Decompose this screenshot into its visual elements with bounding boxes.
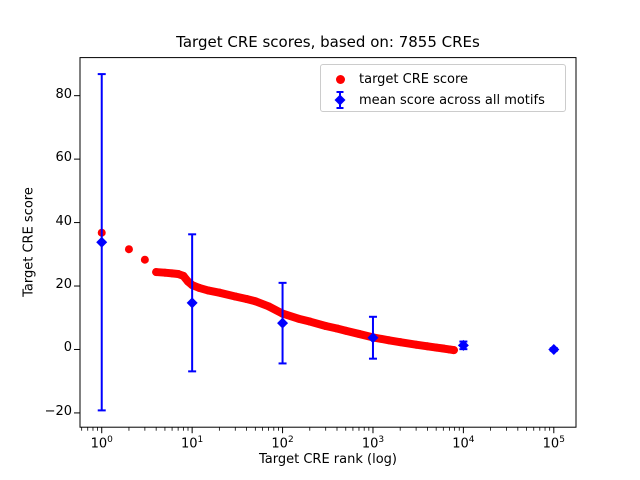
legend: target CRE score mean score across all m… bbox=[320, 64, 566, 112]
x-tick-label: 100 bbox=[90, 435, 113, 452]
target-score-point bbox=[294, 314, 303, 323]
target-score-point bbox=[412, 340, 421, 349]
legend-circle-marker bbox=[321, 74, 359, 84]
blue-diamond-errorbar-icon bbox=[334, 91, 346, 109]
target-score-point bbox=[140, 255, 149, 264]
x-tick-label: 105 bbox=[542, 435, 565, 452]
y-tick-label: 0 bbox=[63, 340, 72, 356]
x-axis-label: Target CRE rank (log) bbox=[259, 452, 397, 467]
target-score-point bbox=[384, 336, 393, 345]
y-tick-label: −20 bbox=[44, 403, 72, 419]
red-circle-icon bbox=[335, 74, 345, 84]
legend-item-mean-score: mean score across all motifs bbox=[321, 89, 545, 111]
x-tick-label: 104 bbox=[452, 435, 475, 452]
target-score-point bbox=[439, 344, 448, 353]
axes-frame bbox=[79, 57, 577, 428]
y-tick-label: 20 bbox=[55, 277, 72, 293]
target-score-point bbox=[152, 268, 161, 277]
target-score-point bbox=[179, 271, 188, 280]
target-score-point bbox=[195, 283, 204, 292]
mean-score-diamond bbox=[96, 236, 108, 248]
target-score-point bbox=[204, 286, 213, 295]
target-score-point bbox=[432, 343, 441, 352]
x-tick-label: 103 bbox=[361, 435, 385, 452]
target-score-point bbox=[396, 338, 405, 347]
mean-score-diamond bbox=[457, 339, 469, 351]
x-tick-label: 101 bbox=[181, 435, 204, 452]
legend-diamond-errorbar-marker bbox=[321, 89, 359, 111]
target-score-point bbox=[321, 321, 330, 330]
target-score-point bbox=[251, 297, 260, 306]
mean-score-diamond bbox=[277, 317, 289, 329]
target-score-point bbox=[423, 342, 432, 351]
mean-score-diamond bbox=[548, 343, 560, 355]
target-score-point bbox=[124, 245, 133, 254]
y-tick-label: 40 bbox=[55, 213, 72, 229]
target-score-point bbox=[264, 302, 273, 311]
target-score-point bbox=[242, 295, 251, 304]
target-score-point bbox=[215, 288, 224, 297]
mean-score-diamond bbox=[186, 297, 198, 309]
target-score-point bbox=[168, 269, 177, 278]
target-score-point bbox=[354, 329, 363, 338]
target-score-point bbox=[332, 324, 341, 333]
y-tick-label: 60 bbox=[55, 150, 72, 166]
mean-score-diamond bbox=[367, 332, 379, 344]
legend-item-label: target CRE score bbox=[359, 71, 469, 87]
target-score-point bbox=[449, 346, 458, 355]
target-score-point bbox=[160, 268, 169, 277]
chart-title: Target CRE scores, based on: 7855 CREs bbox=[176, 33, 480, 51]
x-tick-label: 102 bbox=[271, 435, 294, 452]
y-tick-label: 80 bbox=[55, 86, 72, 102]
legend-item-target-score: target CRE score bbox=[321, 68, 468, 90]
target-score-point bbox=[231, 292, 240, 301]
target-score-band bbox=[152, 268, 458, 355]
target-score-point bbox=[305, 317, 314, 326]
target-score-point bbox=[341, 326, 350, 335]
legend-item-label: mean score across all motifs bbox=[359, 92, 545, 108]
